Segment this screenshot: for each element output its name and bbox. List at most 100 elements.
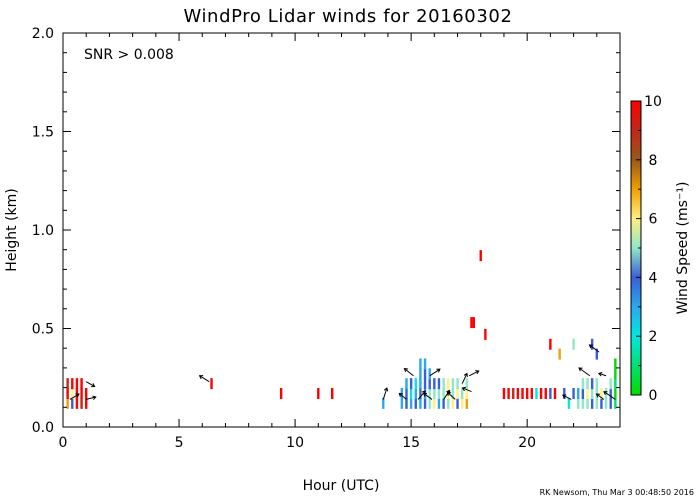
wind-speed-mark [409,397,413,409]
wind-speed-mark [465,378,469,390]
wind-speed-mark [595,388,598,400]
wind-speed-mark [66,378,69,390]
x-tick-label: 20 [518,435,536,451]
wind-speed-mark [75,378,79,390]
wind-speed-mark [414,378,417,390]
wind-vectors [69,344,616,400]
colorbar-tick-label: 0 [649,388,658,404]
wind-speed-mark [442,388,445,400]
snr-annotation: SNR > 0.008 [84,47,174,63]
wind-speed-mark [577,397,580,409]
wind-speed-mark [71,378,74,390]
wind-speed-mark [331,388,334,400]
wind-speed-mark [586,388,589,400]
colorbar-tick-label: 10 [644,94,662,110]
wind-speed-mark [442,378,445,390]
wind-speed-mark [567,397,571,409]
wind-speed-mark [553,388,557,400]
colorbar-tick-label: 2 [649,329,658,345]
wind-speed-mark [433,378,436,390]
wind-speed-mark [609,378,612,390]
wind-speed-mark [80,378,83,390]
wind-speed-mark [595,348,598,360]
wind-speed-mark [525,388,529,400]
y-tick-label: 0.0 [32,420,54,436]
wind-speed-mark [423,397,427,409]
wind-speed-mark [419,388,422,400]
wind-vector-arrow [69,393,80,400]
wind-speed-mark [428,368,431,380]
wind-speed-mark [423,358,427,370]
colorbar-tick-label: 8 [649,153,658,169]
wind-speed-mark [558,348,561,360]
wind-vector-arrow [446,391,456,400]
wind-speed-mark [80,397,83,409]
wind-speed-mark [590,388,594,400]
wind-speed-mark [456,388,459,400]
wind-speed-mark [419,397,422,409]
wind-speed-mark [460,388,464,400]
wind-speed-mark [600,397,603,409]
wind-speed-mark [210,378,213,390]
wind-speed-mark [472,317,475,329]
wind-vector-arrow [468,370,480,377]
wind-speed-mark [530,388,534,400]
wind-speed-mark [433,388,436,400]
wind-vector-arrow [562,394,572,400]
colorbar-label: Wind Speed (ms⁻¹) [675,182,691,315]
wind-speed-mark [470,317,473,329]
wind-speed-mark [447,378,450,390]
wind-vector-arrow [85,381,96,388]
wind-speed-mark [419,368,422,380]
wind-vector-arrow [597,372,607,377]
wind-speed-mark [563,388,566,400]
wind-speed-mark [405,388,408,400]
wind-speed-mark [85,397,88,409]
wind-speed-mark [535,388,538,400]
wind-speed-mark [590,338,594,350]
wind-speed-mark [600,388,603,400]
wind-speed-mark [442,397,445,409]
y-tick-label: 2.0 [32,26,54,42]
wind-speed-mark [80,388,83,400]
wind-vector-arrow [461,386,472,393]
wind-speed-mark [586,397,589,409]
wind-speed-mark [609,388,612,400]
y-tick-label: 1.5 [32,125,54,141]
wind-speed-mark [581,388,585,400]
wind-speed-mark [66,397,69,409]
y-tick-label: 1.0 [32,223,54,239]
wind-speed-mark [544,388,547,400]
wind-vector-arrow [198,375,210,383]
wind-speed-mark [414,388,417,400]
wind-speed-mark [279,388,283,400]
wind-speed-mark [71,388,74,400]
wind-speed-mark [614,378,617,390]
wind-speed-mark [447,397,450,409]
wind-speed-mark [521,388,524,400]
wind-speed-mark [414,397,417,409]
wind-speed-mark [502,388,506,400]
wind-vector-arrow [461,372,468,384]
wind-speed-mark [419,358,422,370]
wind-speed-mark [85,388,88,400]
wind-vector-arrow [422,392,433,400]
wind-speed-mark [437,388,441,400]
x-tick-label: 0 [59,435,68,451]
plot-frame [62,32,621,428]
colorbar: 0 2 4 6 8 10 [630,94,662,404]
wind-speed-mark [66,388,69,400]
wind-vector-arrow [603,391,616,400]
wind-speed-mark [405,378,408,390]
wind-speed-mark [572,338,575,350]
wind-vector-arrow [398,392,407,400]
wind-speed-mark [71,397,74,409]
x-tick-label: 10 [286,435,304,451]
wind-speed-mark [581,397,585,409]
wind-speed-mark [419,378,422,390]
wind-vector-arrow [578,367,591,377]
wind-speed-mark [507,388,510,400]
wind-speed-mark [539,388,543,400]
wind-speed-mark [75,397,79,409]
